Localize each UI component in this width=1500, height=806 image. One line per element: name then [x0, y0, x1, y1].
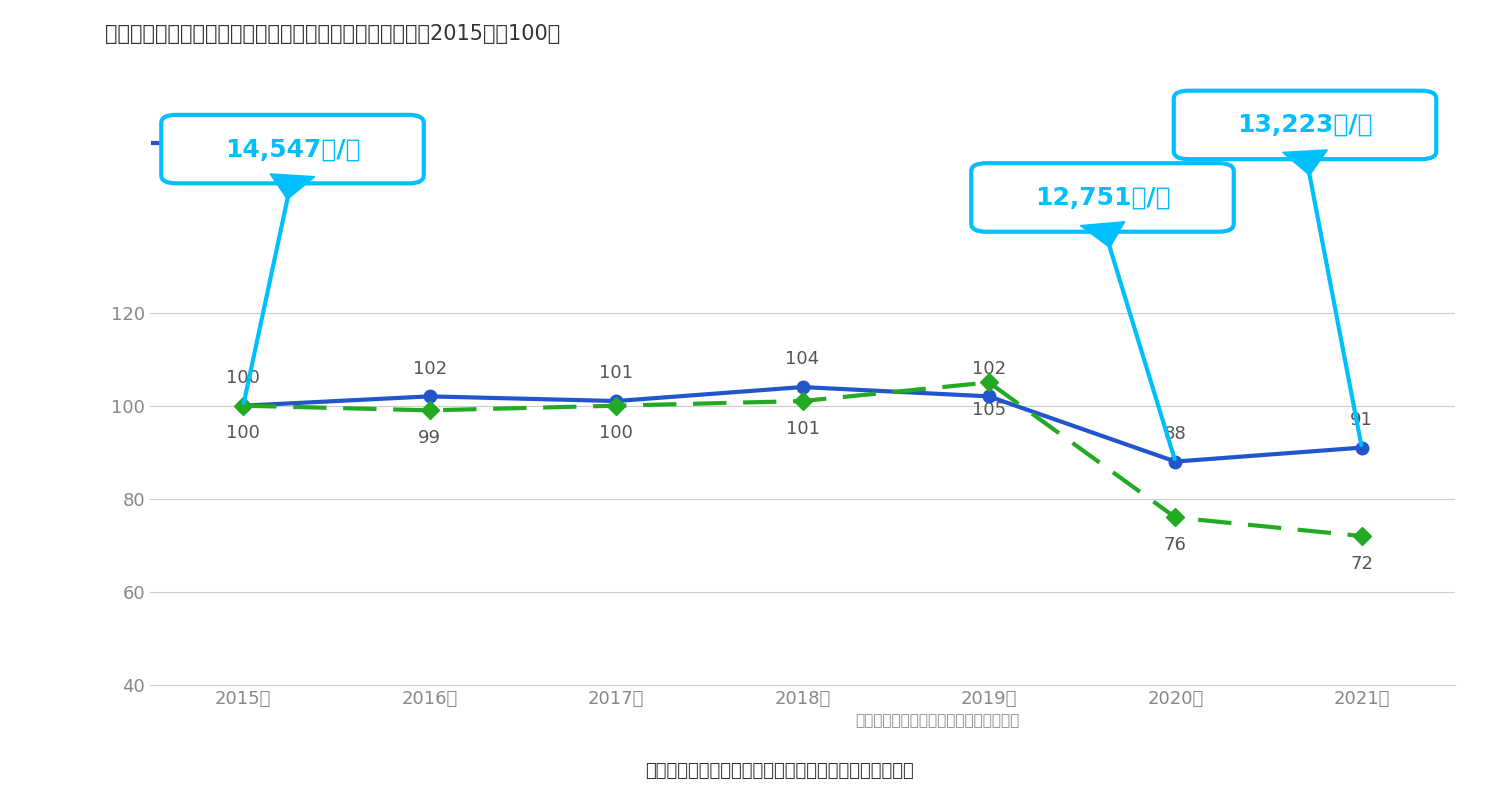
- Text: 88: 88: [1164, 425, 1186, 443]
- 一般外食: [1167, 513, 1185, 522]
- すし: [1353, 442, 1371, 452]
- Text: 105: 105: [972, 401, 1006, 419]
- Text: 102: 102: [972, 359, 1006, 378]
- Text: 出典：生産性向上に向けた取組みのヒント｜厚生労働省: 出典：生産性向上に向けた取組みのヒント｜厚生労働省: [645, 762, 914, 779]
- 一般外食: [980, 377, 998, 387]
- Text: 101: 101: [786, 420, 819, 438]
- Text: 13,223円/年: 13,223円/年: [1238, 113, 1372, 137]
- Text: 102: 102: [413, 359, 447, 378]
- Text: 14,547円/年: 14,547円/年: [225, 137, 360, 161]
- すし: [794, 382, 812, 392]
- Text: 100: 100: [598, 424, 633, 442]
- すし: [234, 401, 252, 410]
- Text: 101: 101: [598, 364, 633, 382]
- Text: 12,751円/年: 12,751円/年: [1035, 185, 1170, 210]
- すし: [608, 397, 625, 406]
- Text: 72: 72: [1350, 555, 1374, 573]
- Text: 91: 91: [1350, 411, 1372, 429]
- 一般外食: [420, 405, 438, 415]
- 一般外食: [608, 401, 625, 410]
- Text: 出典：総務省「家計調査年報」より作成: 出典：総務省「家計調査年報」より作成: [855, 713, 1018, 729]
- 一般外食: [234, 401, 252, 410]
- Text: 99: 99: [419, 429, 441, 447]
- 一般外食: [1353, 531, 1371, 541]
- Text: 76: 76: [1164, 536, 1186, 554]
- Line: すし: すし: [237, 380, 1368, 467]
- Text: ２人以上世帯の「すし」、「一般外食」の家計消費指数（2015年＝100）: ２人以上世帯の「すし」、「一般外食」の家計消費指数（2015年＝100）: [105, 24, 561, 44]
- Text: 100: 100: [226, 369, 260, 387]
- すし: [420, 392, 438, 401]
- Line: 一般外食: 一般外食: [237, 376, 1368, 542]
- すし: [980, 392, 998, 401]
- Text: 104: 104: [786, 351, 819, 368]
- Text: 100: 100: [226, 424, 260, 442]
- すし: [1167, 457, 1185, 467]
- 一般外食: [794, 397, 812, 406]
- Legend: すし, 一般外食: すし, 一般外食: [146, 128, 414, 160]
